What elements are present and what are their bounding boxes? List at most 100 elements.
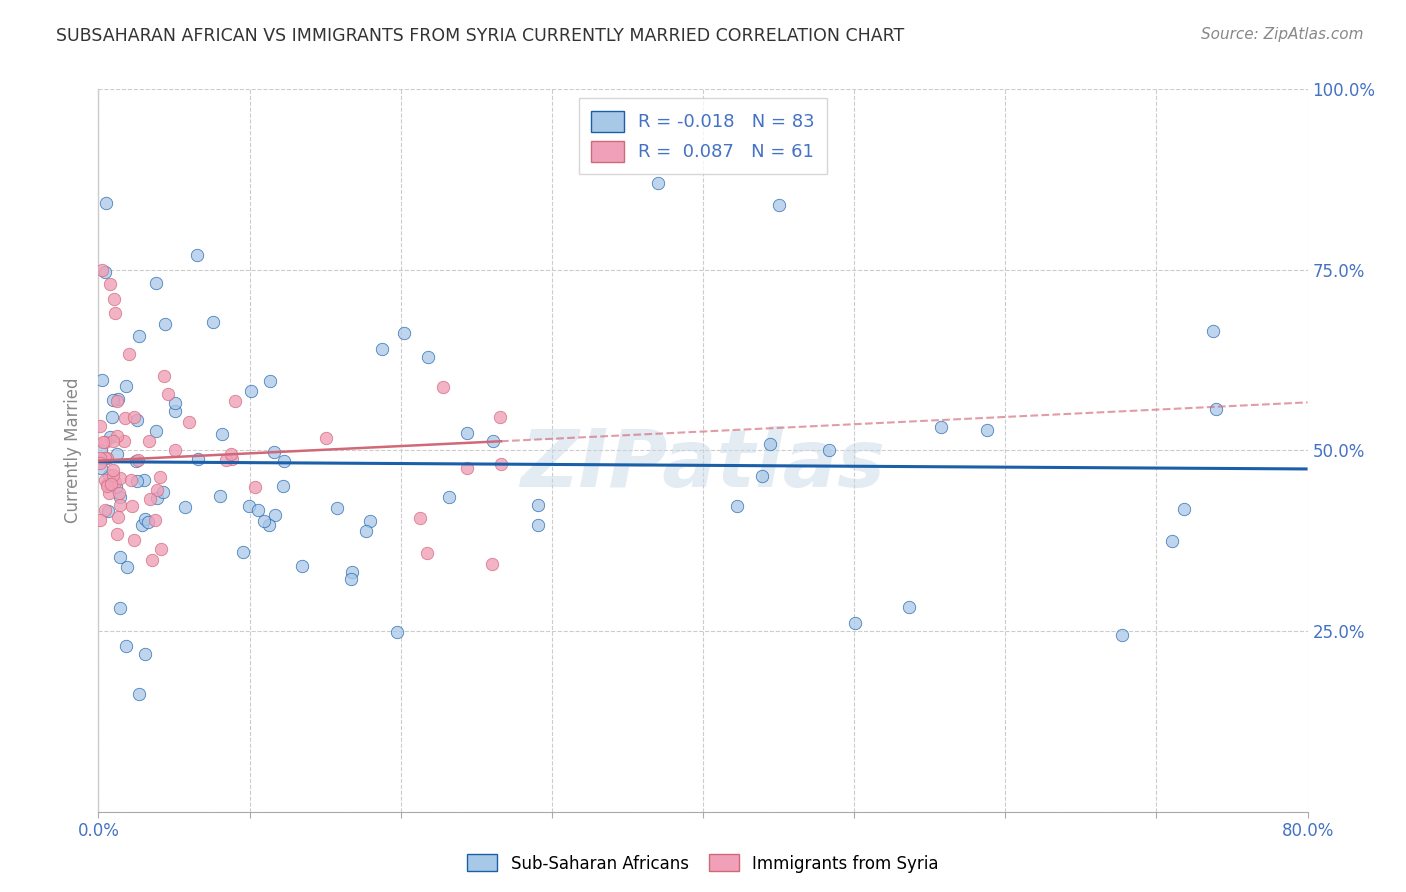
Point bbox=[101, 467, 124, 482]
Point bbox=[114, 410, 136, 425]
Point bbox=[340, 566, 363, 580]
Point bbox=[98, 430, 121, 444]
Point bbox=[1173, 502, 1195, 516]
Point bbox=[481, 558, 503, 572]
Point bbox=[929, 420, 952, 434]
Text: ZIPatlas: ZIPatlas bbox=[520, 425, 886, 504]
Point bbox=[138, 434, 160, 449]
Point bbox=[127, 474, 149, 488]
Point bbox=[90, 461, 112, 475]
Point bbox=[725, 499, 748, 513]
Point bbox=[152, 485, 174, 500]
Point bbox=[107, 392, 129, 406]
Point bbox=[149, 469, 172, 483]
Point bbox=[96, 479, 118, 493]
Point bbox=[271, 479, 294, 493]
Point bbox=[263, 508, 285, 522]
Point bbox=[432, 380, 454, 394]
Point bbox=[1111, 628, 1133, 642]
Point bbox=[115, 560, 138, 574]
Point bbox=[257, 517, 280, 532]
Point bbox=[976, 424, 998, 438]
Point bbox=[120, 474, 142, 488]
Point bbox=[93, 450, 115, 465]
Point bbox=[239, 384, 262, 398]
Point bbox=[360, 515, 382, 529]
Point bbox=[94, 265, 117, 279]
Point bbox=[897, 600, 920, 615]
Point bbox=[187, 451, 209, 466]
Point bbox=[138, 492, 160, 507]
Point bbox=[121, 499, 143, 513]
Point bbox=[91, 435, 114, 450]
Point bbox=[844, 616, 866, 631]
Point bbox=[224, 394, 246, 409]
Point bbox=[219, 447, 242, 461]
Point bbox=[94, 435, 117, 450]
Point bbox=[238, 499, 260, 513]
Point bbox=[370, 342, 392, 356]
Point bbox=[152, 368, 174, 383]
Point bbox=[751, 469, 773, 483]
Point bbox=[526, 498, 548, 512]
Point bbox=[104, 475, 127, 490]
Point bbox=[173, 500, 195, 514]
Point bbox=[128, 687, 150, 701]
Point bbox=[326, 500, 349, 515]
Point bbox=[105, 526, 128, 541]
Point bbox=[96, 477, 118, 491]
Point bbox=[90, 373, 112, 387]
Point bbox=[208, 489, 231, 503]
Y-axis label: Currently Married: Currently Married bbox=[63, 377, 82, 524]
Point bbox=[418, 350, 440, 364]
Point bbox=[163, 395, 186, 409]
Point bbox=[94, 196, 117, 211]
Point bbox=[103, 434, 125, 448]
Point bbox=[110, 490, 132, 504]
Point bbox=[108, 486, 131, 500]
Point bbox=[817, 442, 839, 457]
Point bbox=[146, 483, 169, 498]
Point bbox=[340, 572, 363, 586]
Point bbox=[1161, 533, 1184, 548]
Point bbox=[94, 503, 117, 517]
Point bbox=[122, 410, 145, 425]
Point bbox=[96, 451, 118, 466]
Point bbox=[124, 533, 146, 548]
Text: Source: ZipAtlas.com: Source: ZipAtlas.com bbox=[1201, 27, 1364, 42]
Point bbox=[165, 442, 187, 457]
Point bbox=[245, 480, 267, 494]
Point bbox=[232, 544, 254, 558]
Point bbox=[134, 647, 156, 661]
Point bbox=[179, 415, 201, 429]
Point bbox=[146, 491, 169, 505]
Point bbox=[134, 512, 156, 526]
Point bbox=[273, 454, 295, 468]
Point bbox=[101, 392, 124, 407]
Point bbox=[489, 410, 512, 425]
Point bbox=[105, 447, 128, 461]
Point bbox=[108, 601, 131, 615]
Point bbox=[215, 452, 238, 467]
Point bbox=[437, 490, 460, 504]
Point bbox=[110, 471, 132, 485]
Point bbox=[482, 434, 505, 449]
Point bbox=[100, 477, 122, 491]
Point bbox=[91, 262, 114, 277]
Point bbox=[128, 328, 150, 343]
Point bbox=[489, 457, 512, 471]
Point bbox=[156, 387, 179, 401]
Point bbox=[253, 514, 276, 528]
Point bbox=[89, 456, 111, 470]
Point bbox=[768, 198, 790, 212]
Point bbox=[118, 347, 141, 361]
Point bbox=[291, 559, 314, 574]
Point bbox=[103, 292, 125, 306]
Point bbox=[125, 454, 148, 468]
Point bbox=[94, 474, 117, 488]
Point bbox=[263, 445, 285, 459]
Legend: R = -0.018   N = 83, R =  0.087   N = 61: R = -0.018 N = 83, R = 0.087 N = 61 bbox=[579, 98, 827, 174]
Point bbox=[141, 552, 163, 566]
Legend: Sub-Saharan Africans, Immigrants from Syria: Sub-Saharan Africans, Immigrants from Sy… bbox=[461, 847, 945, 880]
Point bbox=[114, 639, 136, 653]
